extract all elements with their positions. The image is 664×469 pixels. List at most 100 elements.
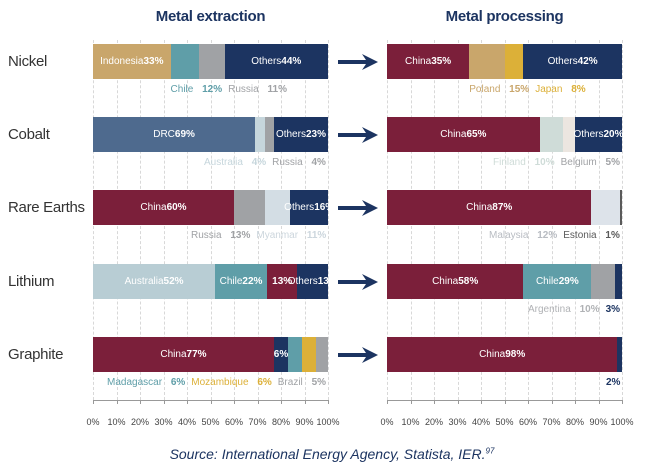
axis-tick-label: 10% — [107, 417, 126, 427]
segment-argentina — [591, 264, 615, 299]
processing-chart: 0% 10% 20% 30% 40% 50% 60% 70% 80% 90% 100% China 3… — [380, 40, 634, 427]
segment-name: Australia — [204, 157, 243, 168]
below-label: Belgium 5% — [561, 157, 620, 168]
segment-brazil — [316, 337, 328, 372]
axis-tick-label: 70% — [248, 417, 267, 427]
segment-name: Others — [573, 128, 604, 140]
segment-name: Chile — [219, 275, 243, 287]
segment-value: 10% — [534, 157, 555, 168]
axis-tick-label: 60% — [224, 417, 244, 427]
bar-rare-earths: China 60% Others 16% — [93, 190, 334, 225]
segment-value: 11% — [267, 84, 287, 95]
segment-name: Others — [287, 275, 318, 287]
axis-tick-label: 0% — [380, 417, 394, 427]
below-labels: Malaysia 12% Estonia 1% — [489, 230, 626, 241]
x-axis — [93, 400, 328, 401]
axis-tick — [528, 400, 529, 404]
bar-nickel: Indonesia 33% Others 44% — [93, 44, 328, 79]
segment-chile — [170, 44, 199, 79]
segment-value: 58% — [458, 275, 479, 287]
segment-australia: Australia 52% — [93, 264, 216, 299]
segment-value: 69% — [174, 128, 195, 140]
segment-name: Others — [275, 128, 306, 140]
axis-tick — [116, 400, 118, 404]
row-label-lithium: Lithium — [8, 273, 55, 290]
axis-tick-label: 40% — [177, 417, 197, 427]
below-label: 2% — [606, 377, 620, 388]
axis-tick — [551, 400, 553, 404]
segment-poland — [469, 44, 505, 79]
below-label: Japan 8% — [535, 84, 585, 95]
segment-value: 4% — [251, 157, 267, 168]
below-labels: 2% — [606, 377, 626, 388]
axis-tick — [504, 400, 506, 404]
segment-china: China 60% — [93, 190, 234, 225]
segment-china: China 35% — [387, 44, 470, 79]
axis-tick-label: 30% — [154, 417, 173, 427]
axis-tick-label: 90% — [295, 417, 314, 427]
segment-china: China 98% — [387, 337, 618, 372]
segment-value: 52% — [163, 275, 184, 287]
axis-tick — [481, 400, 482, 404]
bar-graphite: China 98% — [387, 337, 622, 372]
axis-tick-label: 30% — [448, 417, 467, 427]
axis-tick-label: 20% — [424, 417, 444, 427]
segment-value: 16% — [314, 201, 335, 213]
segment-chile: Chile 29% — [523, 264, 592, 299]
segment-value: 6% — [170, 377, 186, 388]
segment-drc: DRC 69% — [93, 117, 256, 152]
segment-name: Russia — [228, 84, 259, 95]
arrow-icon — [338, 54, 378, 70]
segment-others: Others 20% — [573, 117, 624, 152]
below-labels: Poland 15% Japan 8% — [469, 84, 591, 95]
segment-value: 10% — [579, 304, 600, 315]
segment-name: Estonia — [563, 230, 597, 241]
axis-tick-label: 80% — [271, 417, 291, 427]
bar-cobalt: DRC 69% Others 23% — [93, 117, 328, 152]
segment-others: Others 16% — [284, 190, 334, 225]
segment-value: 15% — [509, 84, 530, 95]
below-label: 3% — [606, 304, 620, 315]
bar-graphite: China 77% 6% — [93, 337, 328, 372]
segment-name: China — [440, 128, 467, 140]
segment-value: 1% — [605, 230, 620, 241]
axis-tick — [434, 400, 435, 404]
segment-value: 87% — [492, 201, 513, 213]
segment-name: Others — [547, 55, 578, 67]
axis-tick — [163, 400, 165, 404]
segment-name: China — [479, 348, 506, 360]
segment-value: 65% — [466, 128, 487, 140]
below-labels: Argentina 10% 3% — [528, 304, 626, 315]
segment-madagascar — [288, 337, 303, 372]
below-label: Russia 4% — [272, 157, 326, 168]
segment-others: Others 42% — [523, 44, 622, 79]
below-label: Mozambique 6% — [191, 377, 272, 388]
segment-value: 13% — [230, 230, 251, 241]
segment-value: 12% — [202, 84, 223, 95]
segment-name: Chile — [535, 275, 559, 287]
row-label-cobalt: Cobalt — [8, 126, 50, 143]
axis-tick — [410, 400, 412, 404]
segment-value: 3% — [605, 304, 621, 315]
gridline — [622, 40, 623, 400]
axis-tick — [598, 400, 600, 404]
bar-rare-earths: China 87% — [387, 190, 622, 225]
axis-tick — [457, 400, 459, 404]
segment-name: China — [140, 201, 167, 213]
segment-name: Malaysia — [489, 230, 529, 241]
segment-china: China 87% — [387, 190, 592, 225]
segment-name: China — [466, 201, 493, 213]
bar-lithium: China 58% Chile 29% — [387, 264, 622, 299]
segment-malaysia — [591, 190, 620, 225]
axis-tick — [210, 400, 212, 404]
segment-china: China 65% — [387, 117, 540, 152]
segment-name: DRC — [153, 128, 175, 140]
segment-name: Others — [251, 55, 282, 67]
below-label: Russia 13% — [191, 230, 250, 241]
axis-tick-label: 80% — [565, 417, 585, 427]
segment-other — [617, 337, 622, 372]
extraction-chart: 0% 10% 20% 30% 40% 50% 60% 70% 80% 90% 100% Indones… — [86, 40, 340, 427]
segment-others: Others 44% — [224, 44, 328, 79]
segment-name: Russia — [272, 157, 303, 168]
segment-value: 11% — [306, 230, 327, 241]
